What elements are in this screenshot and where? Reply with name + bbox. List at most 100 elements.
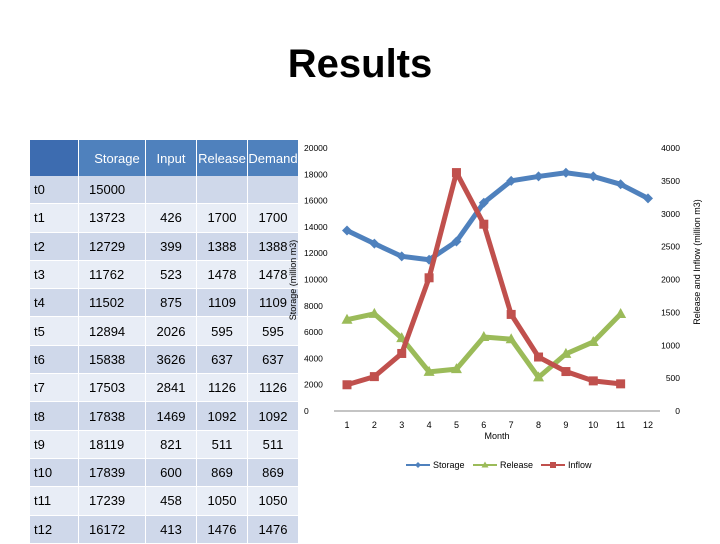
release-point [341, 313, 353, 324]
table-row: t2 12729 399 1388 1388 [30, 232, 299, 261]
header-demand: Demand [247, 140, 299, 176]
storage-point [451, 236, 462, 247]
table-row: t0 15000 [30, 176, 299, 205]
cell-input: 2026 [145, 316, 197, 346]
cell-demand: 1388 [247, 232, 299, 261]
x-tick-label: 2 [372, 420, 377, 430]
cell-input: 426 [145, 203, 197, 233]
cell-input: 1469 [145, 401, 197, 431]
y-left-tick-label: 4000 [304, 353, 323, 363]
cell-demand: 1476 [247, 515, 299, 544]
storage-point [506, 175, 517, 186]
cell-storage: 13723 [78, 203, 146, 233]
y-left-tick-label: 0 [304, 406, 309, 416]
cell-period: t11 [30, 486, 79, 516]
cell-release: 1126 [196, 373, 248, 403]
cell-demand: 637 [247, 345, 299, 375]
storage-point [588, 171, 599, 182]
x-tick-label: 4 [427, 420, 432, 430]
storage-point [560, 167, 571, 178]
y-right-tick-label: 1500 [661, 307, 680, 317]
legend-label-release: Release [500, 460, 533, 470]
cell-period: t3 [30, 260, 79, 290]
cell-storage: 17839 [78, 458, 146, 488]
x-tick-label: 12 [643, 420, 653, 430]
table-row: t3 11762 523 1478 1478 [30, 260, 299, 290]
inflow-point [397, 348, 407, 358]
cell-demand: 1109 [247, 288, 299, 318]
x-tick-label: 10 [588, 420, 598, 430]
release-point [450, 363, 462, 374]
table-row: t8 17838 1469 1092 1092 [30, 401, 299, 431]
y-left-tick-label: 8000 [304, 301, 323, 311]
cell-release: 637 [196, 345, 248, 375]
cell-demand: 1126 [247, 373, 299, 403]
x-tick-label: 8 [536, 420, 541, 430]
legend-marker-inflow [550, 462, 556, 468]
cell-storage: 17503 [78, 373, 146, 403]
release-point [560, 347, 572, 358]
cell-demand: 595 [247, 316, 299, 346]
cell-input: 600 [145, 458, 197, 488]
header-period [30, 140, 79, 176]
table-row: t7 17503 2841 1126 1126 [30, 373, 299, 403]
inflow-point [561, 367, 571, 377]
x-tick-label: 7 [509, 420, 514, 430]
inflow-point [369, 372, 379, 382]
cell-period: t7 [30, 373, 79, 403]
cell-storage: 17838 [78, 401, 146, 431]
storage-point [342, 225, 352, 236]
x-tick-label: 1 [344, 420, 349, 430]
cell-input: 399 [145, 232, 197, 261]
table-row: t9 18119 821 511 511 [30, 430, 299, 459]
table-row: t10 17839 600 869 869 [30, 458, 299, 488]
y-left-tick-label: 20000 [304, 143, 328, 153]
cell-release [196, 176, 248, 205]
cell-input: 821 [145, 430, 197, 459]
x-tick-label: 6 [481, 420, 486, 430]
y-right-tick-label: 0 [675, 406, 680, 416]
cell-storage: 12894 [78, 316, 146, 346]
y-left-tick-label: 6000 [304, 327, 323, 337]
cell-release: 1092 [196, 401, 248, 431]
inflow-point [616, 379, 626, 389]
cell-release: 1700 [196, 203, 248, 233]
storage-line [345, 170, 650, 263]
inflow-point [424, 273, 434, 283]
y-left-tick-label: 12000 [304, 248, 328, 258]
cell-release: 595 [196, 316, 248, 346]
storage-point [369, 238, 380, 249]
table-row: t4 11502 875 1109 1109 [30, 288, 299, 318]
cell-release: 1476 [196, 515, 248, 544]
header-storage: Storage [78, 140, 146, 176]
storage-point [396, 251, 407, 262]
table-row: t11 17239 458 1050 1050 [30, 486, 299, 516]
legend-label-inflow: Inflow [568, 460, 592, 470]
cell-release: 869 [196, 458, 248, 488]
y-right-tick-label: 500 [666, 373, 680, 383]
release-point [368, 307, 380, 318]
y-right-tick-label: 2000 [661, 275, 680, 285]
cell-demand: 511 [247, 430, 299, 459]
inflow-point [342, 380, 352, 390]
storage-point [533, 171, 544, 182]
cell-input: 3626 [145, 345, 197, 375]
inflow-point [451, 168, 461, 178]
y-left-tick-label: 14000 [304, 222, 328, 232]
y-left-tick-label: 18000 [304, 169, 328, 179]
y-left-tick-label: 10000 [304, 275, 328, 285]
cell-period: t2 [30, 232, 79, 261]
y-right-axis-label: Release and Inflow (million m3) [692, 199, 702, 325]
x-tick-label: 9 [563, 420, 568, 430]
cell-demand: 1092 [247, 401, 299, 431]
cell-release: 1109 [196, 288, 248, 318]
cell-storage: 11502 [78, 288, 146, 318]
cell-release: 1478 [196, 260, 248, 290]
x-tick-label: 3 [399, 420, 404, 430]
release-point [615, 307, 627, 318]
y-left-tick-label: 2000 [304, 380, 323, 390]
x-tick-label: 5 [454, 420, 459, 430]
x-axis-label: Month [484, 431, 509, 441]
y-left-axis-label: Storage (million m3) [288, 240, 298, 321]
